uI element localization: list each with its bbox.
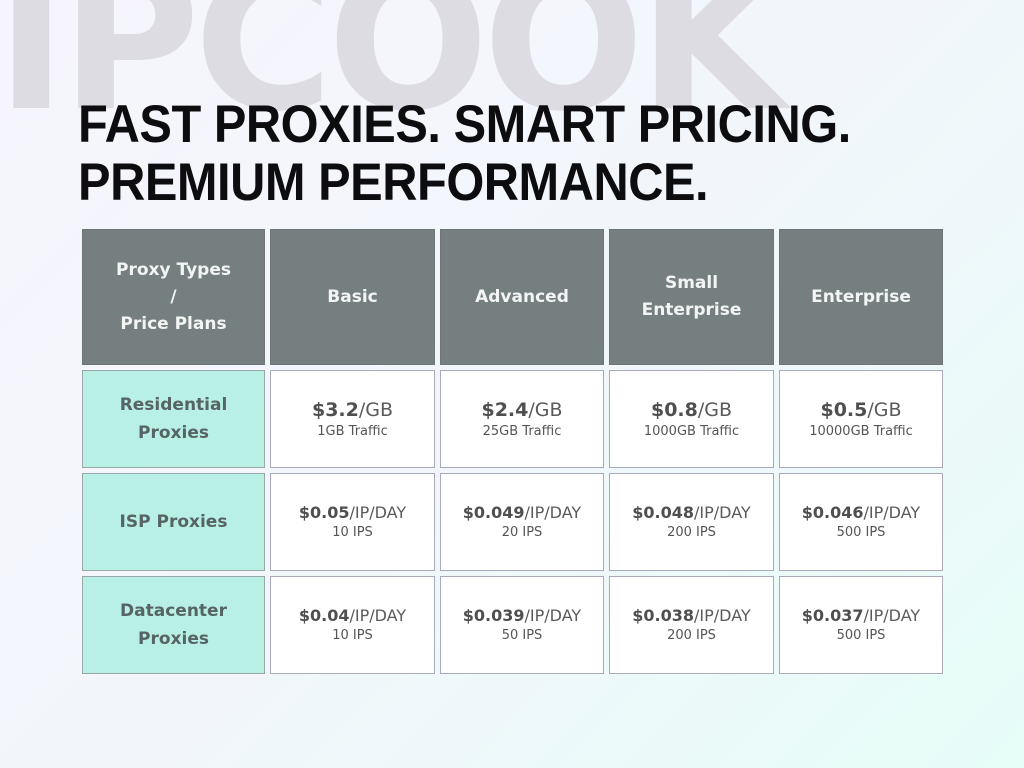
price-unit: /IP/DAY bbox=[863, 503, 921, 522]
price-unit: /IP/DAY bbox=[349, 606, 407, 625]
price-detail: 200 IPS bbox=[667, 525, 716, 540]
price-amount: $0.05 bbox=[298, 503, 350, 522]
price-unit: /IP/DAY bbox=[349, 503, 407, 522]
price-amount: $0.046 bbox=[801, 503, 864, 522]
row-header-label-line-2: Proxies bbox=[138, 423, 209, 443]
pricing-table: Proxy Types / Price Plans Basic Advanced… bbox=[82, 229, 943, 674]
row-header-label-line-1: Datacenter bbox=[120, 601, 227, 621]
price-detail: 10 IPS bbox=[332, 525, 373, 540]
price-cell-isp-small-enterprise: $0.048/IP/DAY 200 IPS bbox=[609, 473, 774, 571]
column-header-label: Basic bbox=[327, 286, 378, 307]
row-header-label-line-2: Proxies bbox=[138, 629, 209, 649]
headline-line-2: PREMIUM PERFORMANCE. bbox=[78, 153, 709, 212]
page-headline: FAST PROXIES. SMART PRICING. PREMIUM PER… bbox=[78, 96, 851, 212]
headline-line-1: FAST PROXIES. SMART PRICING. bbox=[78, 95, 851, 154]
price-detail: 10 IPS bbox=[332, 628, 373, 643]
price-unit: /IP/DAY bbox=[863, 606, 921, 625]
price-detail: 200 IPS bbox=[667, 628, 716, 643]
corner-label-line-3: Price Plans bbox=[120, 313, 227, 334]
column-header-basic: Basic bbox=[270, 229, 435, 365]
price-unit: /GB bbox=[528, 399, 563, 421]
ipcook-logo-watermark: IPCOOK bbox=[0, 0, 786, 153]
column-header-small-enterprise: Small Enterprise bbox=[609, 229, 774, 365]
column-header-enterprise: Enterprise bbox=[779, 229, 943, 365]
price-cell-isp-basic: $0.05/IP/DAY 10 IPS bbox=[270, 473, 435, 571]
price-cell-residential-basic: $3.2/GB 1GB Traffic bbox=[270, 370, 435, 468]
price-amount: $0.038 bbox=[632, 606, 695, 625]
price-amount: $0.8 bbox=[650, 399, 698, 421]
price-cell-residential-enterprise: $0.5/GB 10000GB Traffic bbox=[779, 370, 943, 468]
price-detail: 500 IPS bbox=[836, 628, 886, 643]
price-amount: $0.04 bbox=[298, 606, 350, 625]
price-detail: 10000GB Traffic bbox=[809, 424, 913, 439]
price-detail: 1000GB Traffic bbox=[643, 424, 740, 439]
price-amount: $0.049 bbox=[462, 503, 525, 522]
header-corner-cell: Proxy Types / Price Plans bbox=[82, 229, 265, 365]
price-unit: /IP/DAY bbox=[694, 503, 751, 522]
price-cell-datacenter-basic: $0.04/IP/DAY 10 IPS bbox=[270, 576, 435, 674]
price-unit: /GB bbox=[358, 399, 394, 421]
column-header-advanced: Advanced bbox=[440, 229, 604, 365]
corner-label-line-2: / bbox=[170, 286, 177, 307]
price-unit: /GB bbox=[697, 399, 733, 421]
price-detail: 50 IPS bbox=[501, 628, 543, 643]
price-detail: 500 IPS bbox=[836, 525, 886, 540]
price-cell-datacenter-small-enterprise: $0.038/IP/DAY 200 IPS bbox=[609, 576, 774, 674]
price-cell-datacenter-enterprise: $0.037/IP/DAY 500 IPS bbox=[779, 576, 943, 674]
price-amount: $0.037 bbox=[801, 606, 864, 625]
price-cell-isp-enterprise: $0.046/IP/DAY 500 IPS bbox=[779, 473, 943, 571]
price-unit: /IP/DAY bbox=[524, 503, 582, 522]
price-cell-datacenter-advanced: $0.039/IP/DAY 50 IPS bbox=[440, 576, 604, 674]
price-unit: /IP/DAY bbox=[694, 606, 751, 625]
column-header-label-line-2: Enterprise bbox=[641, 300, 742, 320]
price-amount: $0.039 bbox=[462, 606, 525, 625]
price-detail: 25GB Traffic bbox=[482, 424, 562, 439]
column-header-label: Enterprise bbox=[811, 286, 911, 307]
price-detail: 20 IPS bbox=[501, 525, 543, 540]
price-amount: $0.5 bbox=[820, 399, 868, 421]
price-amount: $0.048 bbox=[632, 503, 695, 522]
row-header-residential: Residential Proxies bbox=[82, 370, 265, 468]
row-header-datacenter: Datacenter Proxies bbox=[82, 576, 265, 674]
column-header-label: Advanced bbox=[475, 286, 569, 307]
column-header-label-line-1: Small bbox=[664, 273, 719, 293]
price-unit: /IP/DAY bbox=[524, 606, 582, 625]
price-detail: 1GB Traffic bbox=[317, 424, 388, 439]
price-cell-residential-small-enterprise: $0.8/GB 1000GB Traffic bbox=[609, 370, 774, 468]
row-header-label-line-1: Residential bbox=[119, 395, 228, 415]
price-amount: $3.2 bbox=[311, 399, 359, 421]
price-cell-isp-advanced: $0.049/IP/DAY 20 IPS bbox=[440, 473, 604, 571]
price-amount: $2.4 bbox=[481, 399, 529, 421]
corner-label-line-1: Proxy Types bbox=[116, 259, 231, 280]
price-cell-residential-advanced: $2.4/GB 25GB Traffic bbox=[440, 370, 604, 468]
price-unit: /GB bbox=[867, 399, 902, 421]
row-header-isp: ISP Proxies bbox=[82, 473, 265, 571]
row-header-label: ISP Proxies bbox=[119, 512, 228, 532]
